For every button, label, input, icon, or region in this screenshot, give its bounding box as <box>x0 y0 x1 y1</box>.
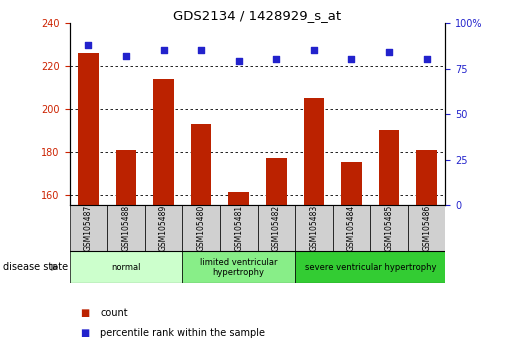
Text: ■: ■ <box>80 308 89 318</box>
Text: normal: normal <box>111 263 141 272</box>
Bar <box>70 205 107 251</box>
Point <box>122 53 130 59</box>
Text: GSM105489: GSM105489 <box>159 205 168 251</box>
Text: GSM105484: GSM105484 <box>347 205 356 251</box>
Point <box>197 47 205 53</box>
Text: percentile rank within the sample: percentile rank within the sample <box>100 328 265 338</box>
Bar <box>182 251 295 283</box>
Text: GSM105481: GSM105481 <box>234 205 243 251</box>
Point <box>235 58 243 64</box>
Point <box>84 42 93 48</box>
Bar <box>115 149 136 205</box>
Bar <box>370 205 408 251</box>
Bar <box>220 205 258 251</box>
Bar <box>295 251 445 283</box>
Text: severe ventricular hypertrophy: severe ventricular hypertrophy <box>304 263 436 272</box>
Text: GSM105485: GSM105485 <box>385 205 393 251</box>
Bar <box>145 205 182 251</box>
Bar <box>153 79 174 205</box>
Bar <box>303 98 324 205</box>
Text: disease state: disease state <box>3 262 67 272</box>
Bar <box>379 130 400 205</box>
Text: GSM105480: GSM105480 <box>197 205 205 251</box>
Bar <box>258 205 295 251</box>
Point <box>423 57 431 62</box>
Point <box>385 49 393 55</box>
Text: GSM105483: GSM105483 <box>310 205 318 251</box>
Text: GSM105487: GSM105487 <box>84 205 93 251</box>
Bar <box>416 149 437 205</box>
Text: count: count <box>100 308 128 318</box>
Point <box>310 47 318 53</box>
Text: limited ventricular
hypertrophy: limited ventricular hypertrophy <box>200 258 278 277</box>
Bar <box>333 205 370 251</box>
Bar <box>107 205 145 251</box>
Text: GDS2134 / 1428929_s_at: GDS2134 / 1428929_s_at <box>174 9 341 22</box>
Bar <box>341 162 362 205</box>
Bar <box>78 53 99 205</box>
Text: ■: ■ <box>80 328 89 338</box>
Point <box>272 57 280 62</box>
Bar <box>228 193 249 205</box>
Bar <box>266 158 287 205</box>
Bar <box>295 205 333 251</box>
Text: GSM105486: GSM105486 <box>422 205 431 251</box>
Bar <box>182 205 220 251</box>
Point <box>160 47 168 53</box>
Text: GSM105488: GSM105488 <box>122 205 130 251</box>
Point <box>347 57 355 62</box>
Bar <box>408 205 445 251</box>
Bar <box>70 251 182 283</box>
Bar <box>191 124 212 205</box>
Text: GSM105482: GSM105482 <box>272 205 281 251</box>
